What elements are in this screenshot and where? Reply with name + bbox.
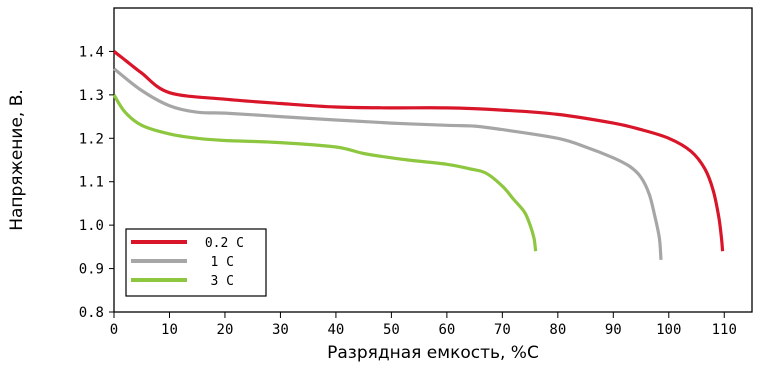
legend-label: 1 C: [211, 255, 234, 270]
y-tick-label: 1.2: [79, 131, 104, 147]
plot-frame: [113, 7, 753, 313]
plot-area: [113, 7, 753, 313]
series-line-1: [112, 50, 725, 252]
y-tick-label: 1.0: [79, 218, 104, 234]
x-tick-label: 90: [605, 322, 622, 338]
y-tick-label: 0.9: [79, 262, 104, 278]
legend-label: 0.2 C: [205, 236, 244, 251]
x-tick-label: 110: [712, 322, 737, 338]
y-tick-label: 1.4: [79, 44, 104, 60]
x-axis-ticks: 0 10 20 30 40 50 60 70 80 90 100 110: [110, 312, 737, 338]
x-tick-label: 80: [549, 322, 566, 338]
legend-items: 0.2 C 1 C 3 C: [131, 236, 244, 289]
y-axis-ticks: 0.8 0.9 1.0 1.1 1.2 1.3 1.4: [79, 44, 114, 321]
x-tick-label: 50: [383, 322, 400, 338]
x-tick-label: 40: [327, 322, 344, 338]
x-tick-label: 20: [217, 322, 234, 338]
x-tick-label: 10: [161, 322, 178, 338]
x-tick-label: 30: [272, 322, 289, 338]
x-axis-title: Разрядная емкость, %С: [327, 343, 539, 363]
legend: 0.2 C 1 C 3 C: [125, 228, 267, 297]
y-tick-label: 1.3: [79, 88, 104, 104]
legend-label: 3 C: [211, 274, 234, 289]
series-layer: [112, 50, 725, 261]
x-tick-label: 60: [438, 322, 455, 338]
y-axis-title: Напряжение, В.: [7, 89, 27, 231]
x-tick-label: 70: [494, 322, 511, 338]
series-line-3: [112, 94, 538, 252]
y-tick-label: 0.8: [79, 305, 104, 321]
x-tick-label: 100: [656, 322, 681, 338]
series-line-2: [113, 67, 663, 261]
y-tick-label: 1.1: [79, 175, 104, 191]
x-tick-label: 0: [110, 322, 118, 338]
